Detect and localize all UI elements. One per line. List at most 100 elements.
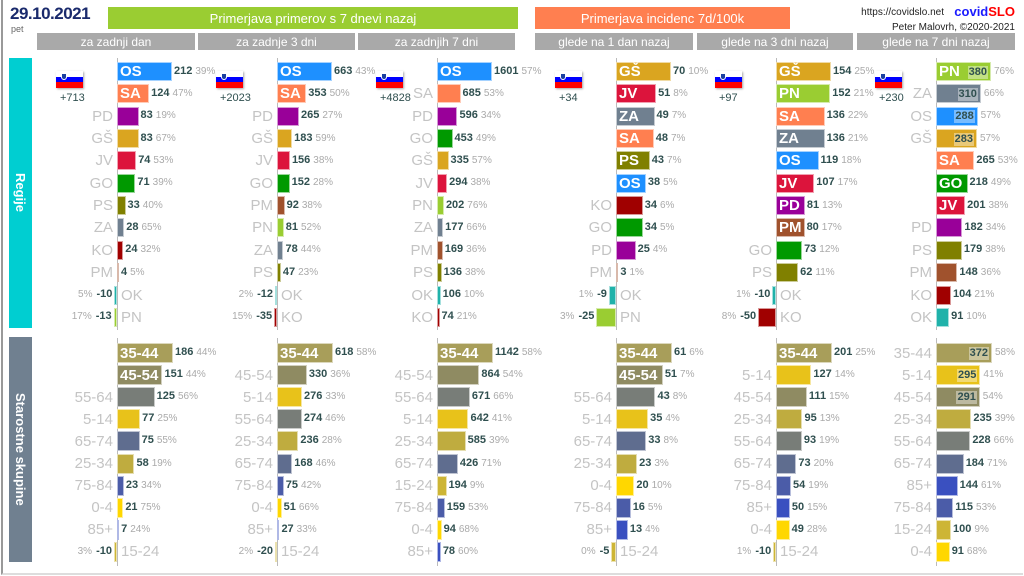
value-label: -13: [95, 310, 112, 323]
bar-45-54: [776, 387, 807, 408]
category-label: 55-64: [234, 410, 273, 428]
bar-PM: [616, 263, 619, 283]
bar-0-4: [616, 475, 635, 496]
bar-OS: [936, 106, 978, 126]
bar-KO: [758, 307, 776, 327]
percent-label: 71%: [481, 457, 502, 469]
slovenia-flag-icon: [555, 71, 582, 88]
category-label: GO: [249, 174, 273, 192]
category-label: 5-14: [242, 388, 273, 406]
category-label: 85+: [87, 521, 113, 539]
category-label: 85+: [746, 499, 772, 517]
percent-label: 3%: [654, 457, 669, 469]
percent-label: 58%: [995, 347, 1016, 358]
bar-label: 35-44: [779, 344, 818, 362]
bar-OK: [437, 285, 441, 305]
bar-ZA: [936, 84, 981, 104]
bar-15-24: [773, 541, 776, 562]
percent-label: 5%: [663, 177, 678, 189]
value-label: 453: [454, 131, 473, 144]
total-change: +4828: [380, 92, 411, 104]
value-label: 151: [164, 368, 183, 381]
percent-label: 9%: [974, 523, 989, 535]
value-label: 27: [281, 522, 294, 535]
bar-0-4: [936, 541, 950, 562]
bar-label: OS: [120, 63, 142, 80]
value-label: 310: [957, 87, 978, 101]
percent-label: 20%: [813, 457, 834, 469]
bar-PM: [936, 263, 958, 283]
bar-PN: [776, 84, 831, 104]
bar-35-44: [277, 343, 333, 363]
value-label: 49: [656, 109, 669, 122]
value-label: 80: [806, 220, 819, 233]
value-label: 152: [291, 176, 310, 189]
bar-label: PD: [779, 197, 800, 215]
percent-label: 57%: [471, 154, 492, 166]
value-label: 119: [820, 153, 839, 166]
bar-PS: [437, 263, 442, 283]
bar-label: 35-44: [280, 344, 319, 362]
bar-label: ZA: [779, 130, 799, 148]
percent-label: 34%: [985, 221, 1006, 233]
bar-PN: [596, 307, 616, 327]
value-label: 265: [976, 153, 995, 166]
header-incidence-comparison: Primerjava incidenc 7d/100k: [535, 7, 790, 29]
total-change: +230: [879, 92, 904, 104]
value-label: 291: [956, 391, 977, 405]
percent-label: 66%: [493, 391, 514, 403]
bar-OS: [117, 62, 172, 81]
bar-KO: [274, 307, 277, 327]
percent-label: 59%: [315, 132, 336, 144]
bar-GO: [277, 173, 290, 193]
subheader-last-day: za zadnji dan: [37, 33, 195, 50]
value-label: 54: [793, 478, 806, 491]
percent-label: 10%: [651, 479, 672, 491]
bar-55-64: [277, 409, 302, 430]
percent-label: 49%: [990, 177, 1011, 189]
bar-OK: [275, 285, 277, 305]
percent-label: 7%: [667, 154, 682, 166]
percent-label: 7%: [670, 132, 686, 144]
value-label: 136: [443, 265, 463, 278]
percent-label: 7%: [680, 369, 695, 381]
percent-label: 10%: [463, 289, 484, 300]
value-label: 100: [953, 522, 972, 535]
value-label: 685: [462, 86, 481, 99]
percent-label: 42%: [301, 479, 322, 491]
category-label: PM: [589, 264, 613, 282]
bar-GŠ: [776, 62, 831, 81]
value-label: 212: [174, 64, 193, 77]
bar-PD: [277, 106, 299, 126]
bar-OK: [114, 285, 117, 305]
percent-label: 0%: [581, 545, 596, 557]
percent-label: 34%: [141, 479, 162, 491]
value-label: 71: [137, 176, 150, 189]
bar-GŠ: [117, 129, 139, 149]
bar-label: SA: [779, 107, 800, 125]
site-url[interactable]: https://covidslo.net: [861, 7, 944, 18]
bar-85+: [936, 475, 958, 496]
percent-label: 60%: [458, 545, 479, 557]
bar-JV: [117, 151, 137, 171]
percent-label: 75%: [140, 501, 161, 513]
bar-ZA: [117, 218, 125, 238]
value-label: -35: [256, 310, 273, 323]
bar-label: OS: [779, 152, 801, 170]
bar-0-4: [117, 497, 124, 518]
percent-label: 15%: [807, 501, 828, 513]
category-label: PM: [250, 197, 274, 215]
subheader-vs-3-days: glede na 3 dni nazaj: [697, 33, 853, 50]
bar-JV: [936, 196, 966, 216]
bar-25-34: [277, 431, 299, 452]
percent-label: 67%: [155, 132, 176, 144]
percent-label: 19%: [155, 110, 176, 122]
category-label: OK: [121, 286, 143, 304]
value-label: 194: [448, 478, 467, 491]
percent-label: 8%: [673, 87, 688, 99]
bar-label: JV: [939, 197, 958, 215]
value-label: 156: [291, 153, 311, 166]
category-label: 55-64: [74, 388, 113, 406]
value-label: 24: [125, 243, 138, 256]
percent-label: 76%: [467, 199, 488, 211]
